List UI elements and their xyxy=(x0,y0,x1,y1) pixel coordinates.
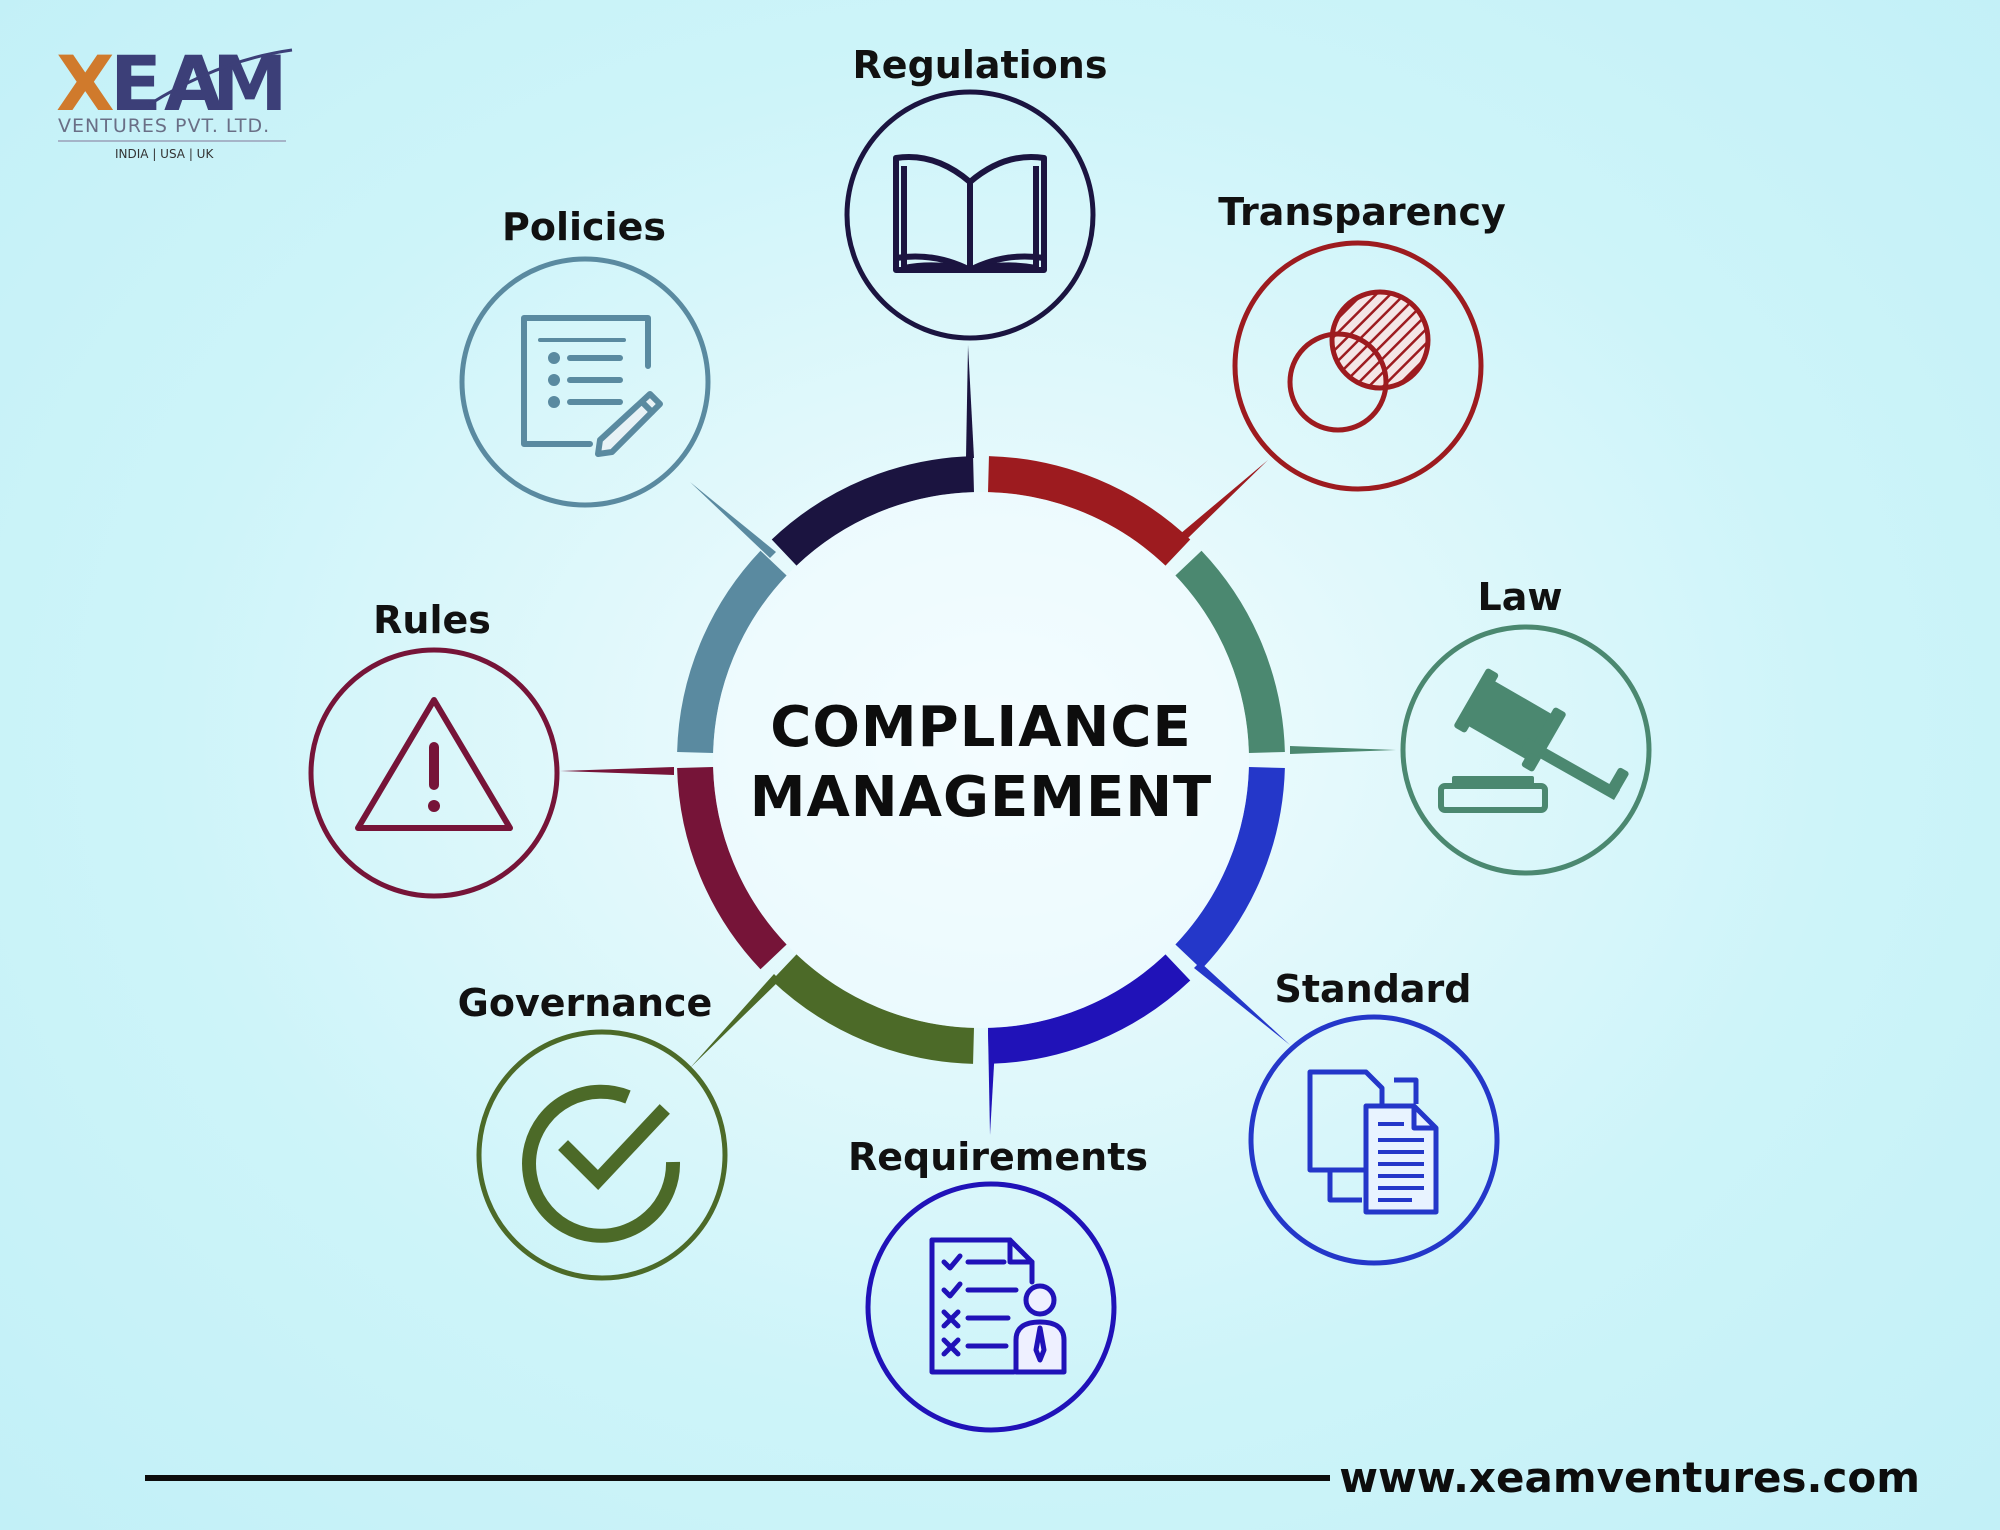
logo-countries: INDIA | USA | UK xyxy=(115,147,214,161)
spoke-rules xyxy=(560,767,674,775)
ring-segment-law xyxy=(1175,550,1285,754)
ring-segment-policies xyxy=(677,550,787,754)
node-circle-requirements xyxy=(865,1181,1117,1433)
check-circle-icon xyxy=(522,1084,681,1243)
spoke-transparency xyxy=(1180,460,1268,540)
footer-website[interactable]: www.xeamventures.com xyxy=(1339,1453,1920,1502)
label-regulations: Regulations xyxy=(853,43,1108,87)
label-transparency: Transparency xyxy=(1218,190,1506,234)
gavel-icon xyxy=(1438,668,1629,813)
logo-subtitle: VENTURES PVT. LTD. xyxy=(58,115,270,137)
logo-letter-a: A xyxy=(164,39,223,128)
ring-segment-transparency xyxy=(987,456,1191,566)
center-disc xyxy=(713,492,1249,1028)
node-circle-transparency xyxy=(1232,240,1484,492)
label-law: Law xyxy=(1478,575,1563,619)
node-circle-rules xyxy=(308,647,560,899)
label-rules: Rules xyxy=(373,598,491,642)
ring-segment-regulations xyxy=(771,456,975,566)
logo-swoosh xyxy=(149,48,293,106)
company-logo: X E A M VENTURES PVT. LTD. INDIA | USA |… xyxy=(56,39,293,161)
label-requirements: Requirements xyxy=(848,1135,1148,1179)
node-circle-governance xyxy=(476,1029,728,1281)
node-circle-policies xyxy=(459,256,711,508)
label-governance: Governance xyxy=(458,981,713,1025)
node-rules: Rules xyxy=(308,598,560,899)
node-governance: Governance xyxy=(458,981,728,1281)
node-requirements: Requirements xyxy=(848,1135,1148,1433)
node-law: Law xyxy=(1400,575,1652,876)
node-transparency: Transparency xyxy=(1218,190,1506,492)
spoke-governance xyxy=(690,974,780,1068)
center-ring xyxy=(677,456,1285,1064)
node-policies: Policies xyxy=(459,205,711,508)
logo-letter-x: X xyxy=(56,39,115,128)
spoke-regulations xyxy=(966,345,974,458)
spoke-law xyxy=(1290,746,1396,754)
overlapping-circles-icon xyxy=(1287,289,1431,433)
open-book-icon xyxy=(893,154,1047,273)
document-pen-icon xyxy=(521,315,663,457)
center-title-line1: COMPLIANCE xyxy=(770,695,1192,760)
warning-triangle-icon xyxy=(355,697,513,831)
node-regulations: Regulations xyxy=(844,43,1108,341)
logo-letter-e: E xyxy=(110,39,162,128)
documents-icon xyxy=(1307,1069,1439,1215)
label-standard: Standard xyxy=(1274,967,1471,1011)
ring-segment-requirements xyxy=(987,954,1191,1064)
ring-segment-rules xyxy=(677,766,787,970)
center-title-line2: MANAGEMENT xyxy=(750,765,1213,830)
node-circle-law xyxy=(1400,624,1652,876)
label-policies: Policies xyxy=(502,205,666,249)
spokes xyxy=(560,345,1396,1135)
node-circle-regulations xyxy=(844,89,1096,341)
checklist-person-icon xyxy=(929,1237,1067,1375)
spoke-policies xyxy=(690,482,776,558)
node-standard: Standard xyxy=(1248,967,1500,1266)
ring-segment-standard xyxy=(1175,766,1285,970)
spoke-standard xyxy=(1194,962,1290,1045)
ring-segment-governance xyxy=(771,954,975,1064)
node-circle-standard xyxy=(1248,1014,1500,1266)
